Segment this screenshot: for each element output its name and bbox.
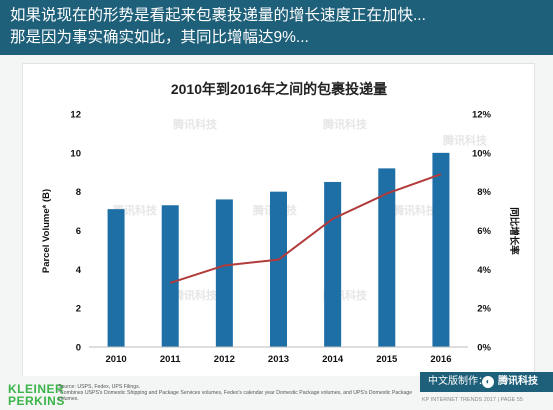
y-axis-label: Parcel Volume* (B)	[41, 189, 52, 273]
y-tick-label: 10	[70, 148, 81, 159]
y2-tick-label: 6%	[477, 226, 491, 237]
bar-2014	[324, 181, 342, 347]
bar-2010	[107, 209, 125, 347]
tencent-badge: 中文版制作： ◐ 腾讯科技	[420, 372, 553, 392]
kleiner-perkins-logo: KLEINER PERKINS	[8, 383, 65, 407]
footnote: *Combines USPS's Domestic Shipping and P…	[58, 390, 413, 403]
x-tick-label: 2011	[160, 354, 181, 365]
logo-line-1: KLEINER	[8, 382, 65, 396]
badge-label: 中文版制作：	[428, 376, 488, 387]
y2-tick-label: 12%	[472, 110, 492, 121]
watermark-text: 腾讯科技	[443, 133, 488, 147]
y2-tick-label: 2%	[477, 304, 491, 315]
x-tick-label: 2013	[268, 354, 289, 365]
y-tick-label: 2	[76, 304, 81, 315]
y2-tick-label: 10%	[472, 148, 492, 159]
y-tick-label: 6	[76, 226, 81, 237]
watermark-text: 腾讯科技	[173, 117, 218, 131]
line-layer	[169, 173, 442, 284]
bar-2016	[432, 152, 450, 347]
y2-axis-label: 同比增长率	[508, 207, 520, 255]
x-tick-label: 2010	[106, 354, 127, 365]
chart: 腾讯科技腾讯科技腾讯科技腾讯科技腾讯科技腾讯科技腾讯科技腾讯科技 2010年到2…	[41, 81, 520, 365]
chart-title: 2010年到2016年之间的包裹投递量	[171, 81, 387, 97]
tencent-logo-icon: ◐	[482, 376, 494, 388]
header-line-1: 如果说现在的形势是看起来包裹投递量的增长速度正在加快...	[10, 7, 426, 24]
badge-brand: 腾讯科技	[498, 376, 538, 387]
watermark-text: 腾讯科技	[323, 117, 368, 131]
x-tick-label: 2015	[376, 354, 398, 365]
watermark-text: 腾讯科技	[393, 203, 438, 217]
bar-2011	[161, 205, 179, 347]
source-note: Source: USPS, Fedex, UPS Filings.	[58, 384, 141, 390]
right-axis-ticks: 0% 2% 4% 6% 8% 10% 12%	[472, 110, 492, 354]
footnotes: Source: USPS, Fedex, UPS Filings. *Combi…	[58, 384, 418, 403]
watermark-text: 腾讯科技	[173, 288, 218, 302]
y-tick-label: 12	[70, 110, 81, 121]
x-tick-label: 2014	[322, 354, 344, 365]
x-axis-ticks: 2010 2011 2012 2013 2014 2015 2016	[106, 354, 452, 365]
y2-tick-label: 0%	[477, 343, 491, 354]
y-tick-label: 4	[76, 265, 82, 276]
left-axis-ticks: 0 2 4 6 8 10 12	[70, 110, 81, 354]
bars-layer	[89, 152, 468, 348]
chart-card: 腾讯科技腾讯科技腾讯科技腾讯科技腾讯科技腾讯科技腾讯科技腾讯科技 2010年到2…	[22, 63, 535, 377]
bar-2012	[215, 199, 233, 347]
y-tick-label: 8	[76, 187, 81, 198]
y-tick-label: 0	[76, 343, 81, 354]
y2-tick-label: 4%	[477, 265, 491, 276]
y2-tick-label: 8%	[477, 187, 491, 198]
x-tick-label: 2016	[430, 354, 451, 365]
bar-2013	[270, 191, 287, 347]
header-line-2: 那是因为事实确实如此，其同比增幅达9%...	[10, 29, 309, 46]
growth-rate-line	[169, 173, 442, 284]
header-banner: 如果说现在的形势是看起来包裹投递量的增长速度正在加快... 那是因为事实确实如此…	[0, 0, 553, 55]
trend-report-label: KP INTERNET TRENDS 2017 | PAGE 55	[422, 397, 523, 403]
logo-line-2: PERKINS	[8, 394, 65, 408]
x-tick-label: 2012	[214, 354, 235, 365]
bar-2015	[378, 168, 396, 347]
